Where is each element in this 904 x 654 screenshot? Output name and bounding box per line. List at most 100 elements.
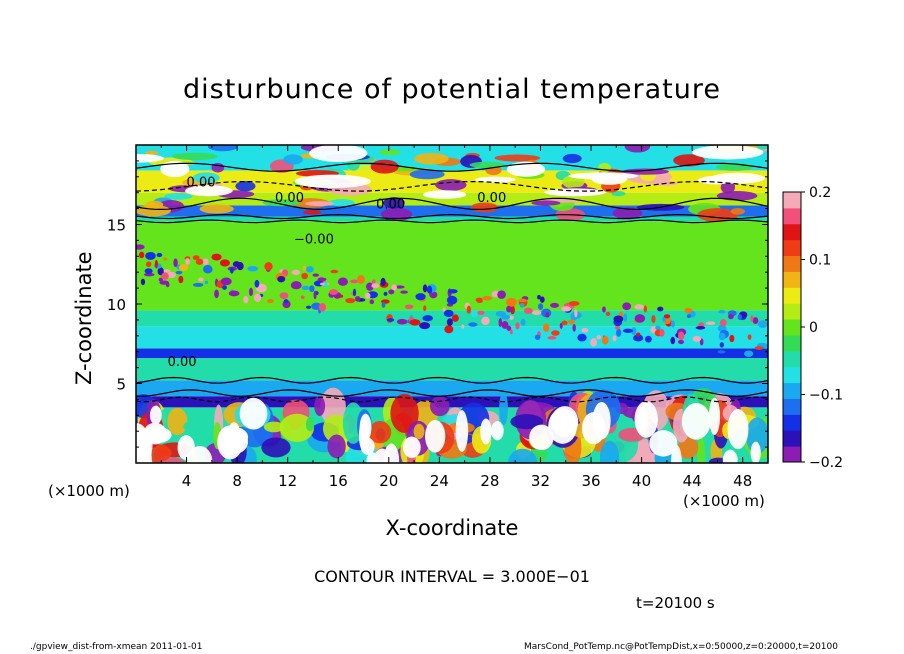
contour-label: 0.00 [168, 355, 197, 370]
disturbance-cell [643, 305, 647, 313]
disturbance-cell [722, 449, 738, 463]
disturbance-cell [160, 160, 190, 178]
disturbance-cell [757, 320, 768, 328]
disturbance-cell [501, 320, 509, 329]
x-axis-ticks: 4 8 12 16 20 24 28 32 36 40 44 48 [160, 145, 752, 490]
disturbance-cell [568, 319, 575, 324]
disturbance-cell [232, 261, 241, 268]
disturbance-cell [219, 259, 230, 267]
disturbance-cell [510, 414, 544, 430]
disturbance-cell [598, 162, 611, 173]
disturbance-cell [140, 278, 146, 286]
disturbance-cell [515, 322, 520, 330]
disturbance-cell [239, 397, 268, 430]
y-axis-unit: (×1000 m) [48, 482, 130, 500]
disturbance-cell [187, 445, 213, 463]
disturbance-cell [551, 330, 560, 336]
disturbance-cell [339, 294, 344, 298]
colorbar-label: −0.1 [809, 388, 843, 404]
disturbance-cell [659, 328, 665, 337]
disturbance-cell [354, 296, 361, 302]
disturbance-cell [754, 346, 764, 350]
contour-line [136, 197, 768, 211]
disturbance-cell [192, 255, 200, 261]
disturbance-cell [390, 393, 419, 433]
disturbance-cell [644, 335, 652, 343]
disturbance-cell [154, 259, 158, 269]
disturbance-cell [145, 200, 164, 209]
disturbance-cell [448, 289, 458, 294]
disturbance-cell [634, 314, 646, 323]
contour-line [136, 396, 768, 403]
colorbar-label: 0.2 [809, 185, 831, 201]
disturbance-cell [697, 436, 706, 463]
disturbance-cell [184, 185, 233, 197]
disturbance-cell [391, 284, 397, 291]
disturbance-cell [305, 417, 314, 432]
disturbance-cell [509, 329, 513, 335]
disturbance-cell [365, 282, 374, 291]
disturbance-cell [350, 279, 359, 284]
disturbance-cell [388, 289, 395, 295]
disturbance-cell [254, 293, 262, 303]
disturbance-cell [248, 287, 254, 297]
disturbance-cell [505, 297, 517, 307]
disturbance-cell [491, 421, 504, 441]
disturbance-cell [482, 295, 493, 301]
disturbance-cell [383, 291, 388, 296]
disturbance-cell [136, 439, 152, 463]
colorbar: 0.2 0.1 0 −0.1 −0.2 [782, 185, 843, 471]
disturbance-cell [568, 301, 580, 306]
colorbar-swatch [783, 255, 801, 272]
disturbance-cell [537, 295, 541, 300]
colorbar-swatch [783, 430, 801, 447]
disturbance-cell [328, 199, 355, 207]
band-4 [136, 348, 768, 359]
colorbar-label: 0.1 [809, 253, 831, 269]
disturbance-cell [455, 410, 469, 452]
disturbance-cell [596, 335, 602, 340]
disturbance-cell [716, 190, 758, 201]
disturbance-cell [670, 336, 676, 345]
heatmap-disturbances [136, 145, 768, 463]
disturbance-cell [145, 150, 159, 156]
x-tick-label: 16 [329, 472, 348, 490]
disturbance-cell [379, 149, 401, 156]
disturbance-cell [402, 436, 421, 459]
disturbance-cell [165, 282, 170, 288]
disturbance-cell [532, 310, 542, 316]
disturbance-cell [581, 327, 589, 333]
disturbance-cell [220, 277, 232, 286]
disturbance-cell [235, 181, 256, 192]
disturbance-cell [145, 252, 156, 260]
disturbance-cell [497, 290, 506, 299]
disturbance-cell [422, 284, 428, 293]
disturbance-cell [192, 172, 220, 184]
y-axis-label: Z-coordinate [72, 251, 96, 385]
disturbance-cell [380, 277, 386, 287]
disturbance-cell [599, 440, 620, 463]
disturbance-cell [262, 199, 301, 207]
disturbance-cell [510, 305, 515, 315]
disturbance-cell [671, 444, 682, 463]
contour-label: 0.00 [275, 191, 304, 206]
disturbance-cell [592, 401, 611, 440]
disturbance-cell [414, 152, 449, 165]
disturbance-cell [352, 288, 357, 297]
disturbance-cell [199, 204, 234, 214]
disturbance-cell [317, 277, 327, 282]
disturbance-cell [302, 265, 307, 271]
disturbance-cell [670, 320, 676, 328]
disturbance-cell [684, 307, 693, 314]
x-tick-label: 28 [480, 472, 499, 490]
disturbance-cell [311, 302, 322, 310]
disturbance-cell [730, 207, 745, 215]
disturbance-cell [474, 176, 516, 183]
colorbar-swatch [783, 239, 801, 257]
contour-label: 0.00 [376, 198, 405, 213]
disturbance-cell [718, 309, 726, 314]
colorbar-label: −0.2 [809, 455, 843, 471]
contour-label: 0.00 [187, 175, 216, 190]
disturbance-cell [329, 289, 339, 295]
disturbance-cell [294, 174, 371, 189]
